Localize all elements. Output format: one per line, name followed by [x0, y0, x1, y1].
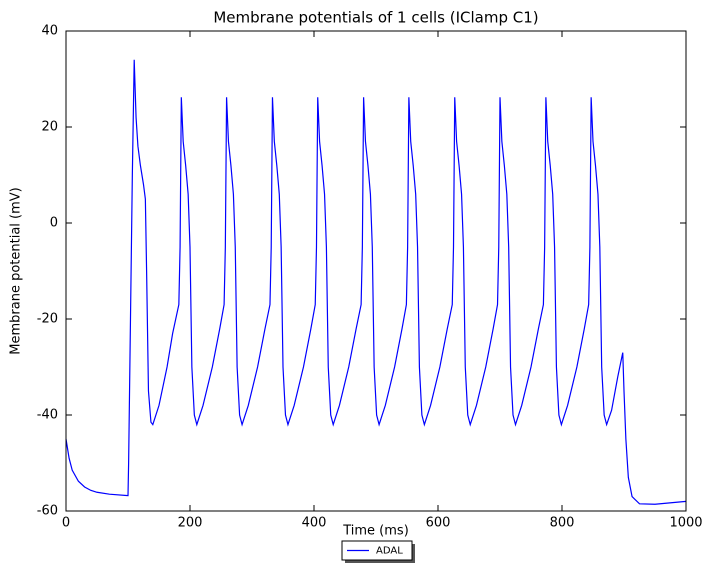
x-tick-label: 800 — [550, 516, 575, 531]
x-tick-label: 400 — [302, 516, 327, 531]
y-tick-label: -60 — [37, 504, 58, 519]
legend: ADAL — [341, 540, 415, 563]
y-tick-label: -40 — [37, 408, 58, 423]
x-tick-label: 0 — [62, 516, 70, 531]
y-axis-label: Membrane potential (mV) — [9, 187, 24, 354]
plot-frame — [65, 30, 687, 512]
legend-label: ADAL — [376, 546, 403, 557]
y-tick-label: -20 — [37, 312, 58, 327]
legend-box — [341, 540, 413, 561]
x-tick-label: 600 — [426, 516, 451, 531]
data-line — [65, 59, 687, 505]
y-tick-label: 0 — [50, 216, 58, 231]
x-axis-label: Time (ms) — [342, 524, 409, 539]
x-tick-label: 200 — [178, 516, 203, 531]
y-tick-label: 40 — [41, 24, 58, 39]
y-tick-label: 20 — [41, 120, 58, 135]
x-tick-label: 1000 — [669, 516, 702, 531]
chart-title: Membrane potentials of 1 cells (IClamp C… — [213, 9, 538, 27]
